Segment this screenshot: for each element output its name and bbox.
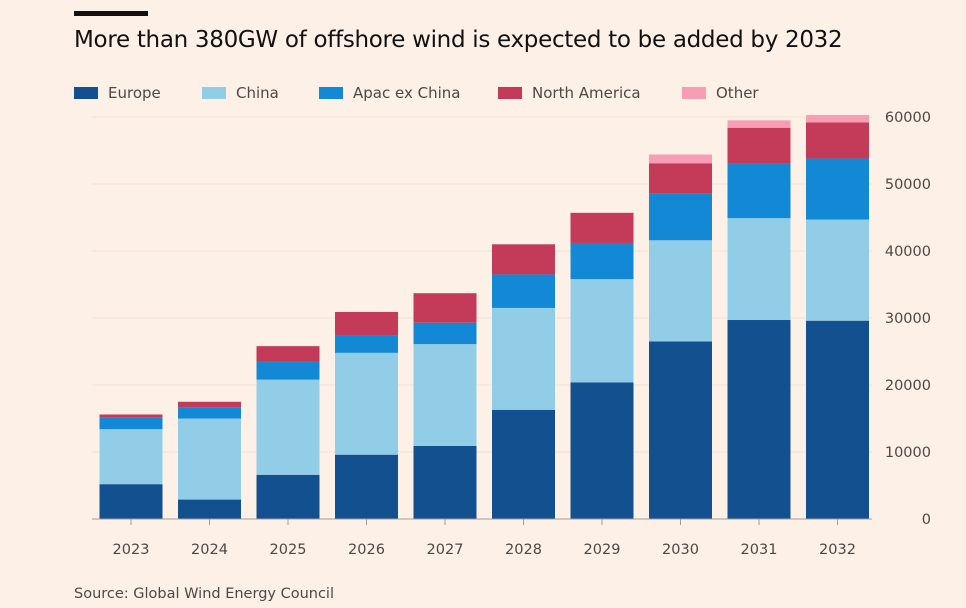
- bar-segment: [570, 212, 634, 243]
- bar-segment: [256, 346, 320, 362]
- y-tick-label: 0: [922, 512, 931, 528]
- bar-segment: [99, 484, 163, 519]
- chart-title: More than 380GW of offshore wind is expe…: [74, 27, 843, 53]
- legend-swatch: [202, 87, 226, 99]
- y-tick-label: 50000: [885, 177, 931, 193]
- legend-label: Apac ex China: [353, 84, 461, 102]
- title-rule: [74, 11, 148, 16]
- legend-label: Other: [716, 84, 759, 102]
- bar-segment: [492, 244, 555, 275]
- bar-segment: [727, 163, 791, 219]
- bar-segment: [806, 114, 869, 123]
- bar-segment: [727, 320, 791, 519]
- bar-segment: [649, 154, 712, 164]
- x-tick-label: 2030: [662, 542, 699, 558]
- bar-segment: [256, 379, 320, 475]
- bar-segment: [335, 311, 398, 336]
- bar-segment: [570, 242, 634, 280]
- stacked-bar-chart: 0 10000 20000 30000 40000 50000 60000 2023 2024 2…: [92, 110, 931, 558]
- y-tick-label: 10000: [885, 445, 931, 461]
- legend-item: Apac ex China: [319, 84, 460, 102]
- bar-segment: [99, 417, 163, 430]
- legend-label: China: [236, 84, 279, 102]
- x-tick-label: 2023: [113, 542, 150, 558]
- legend-swatch: [682, 87, 706, 99]
- bar-segment: [99, 414, 163, 418]
- x-tick-label: 2024: [191, 542, 228, 558]
- bar-segment: [649, 193, 712, 241]
- bar-segment: [178, 499, 241, 519]
- legend-item: North America: [498, 84, 641, 102]
- bar-segment: [413, 344, 477, 446]
- bar-segment: [570, 382, 634, 519]
- bar-segment: [727, 218, 791, 321]
- legend-item: China: [202, 84, 279, 102]
- x-tick-label: 2031: [741, 542, 778, 558]
- legend-swatch: [498, 87, 522, 99]
- bar-segment: [806, 158, 869, 220]
- legend-label: Europe: [108, 84, 161, 102]
- y-tick-label: 40000: [885, 244, 931, 260]
- bar-segment: [413, 322, 477, 345]
- bar-segment: [806, 122, 869, 159]
- source-note: Source: Global Wind Energy Council: [74, 586, 334, 602]
- y-tick-label: 20000: [885, 378, 931, 394]
- x-tick-label: 2025: [270, 542, 307, 558]
- bar-segment: [492, 307, 555, 410]
- legend-swatch: [319, 87, 343, 99]
- bar-segment: [335, 454, 398, 519]
- x-tick-label: 2027: [427, 542, 464, 558]
- bar-segment: [178, 418, 241, 500]
- bar-segment: [806, 219, 869, 321]
- x-tick-label: 2029: [584, 542, 621, 558]
- bar-segment: [413, 293, 477, 323]
- legend-label: North America: [532, 84, 641, 102]
- bar-segment: [335, 335, 398, 353]
- x-tick-label: 2026: [348, 542, 385, 558]
- x-tick-label: 2032: [819, 542, 856, 558]
- bar-segment: [256, 361, 320, 380]
- legend-item: Europe: [74, 84, 161, 102]
- bar-segment: [256, 474, 320, 519]
- bar-segment: [727, 127, 791, 164]
- bar-segment: [178, 401, 241, 408]
- chart-legend: Europe China Apac ex China North America Oth…: [74, 84, 894, 106]
- bar-segment: [649, 240, 712, 342]
- bar-segment: [570, 279, 634, 383]
- bar-segment: [99, 429, 163, 485]
- y-tick-label: 60000: [885, 110, 931, 126]
- y-tick-label: 30000: [885, 311, 931, 327]
- bar-segment: [413, 445, 477, 519]
- bar-segment: [649, 163, 712, 194]
- bar-segment: [492, 274, 555, 308]
- bar-segment: [649, 341, 712, 519]
- legend-swatch: [74, 87, 98, 99]
- x-tick-label: 2028: [505, 542, 542, 558]
- bar-segment: [178, 407, 241, 419]
- legend-item: Other: [682, 84, 759, 102]
- bar-segment: [335, 352, 398, 455]
- bar-segment: [492, 409, 555, 519]
- bar-segment: [806, 320, 869, 519]
- bar-segment: [727, 120, 791, 128]
